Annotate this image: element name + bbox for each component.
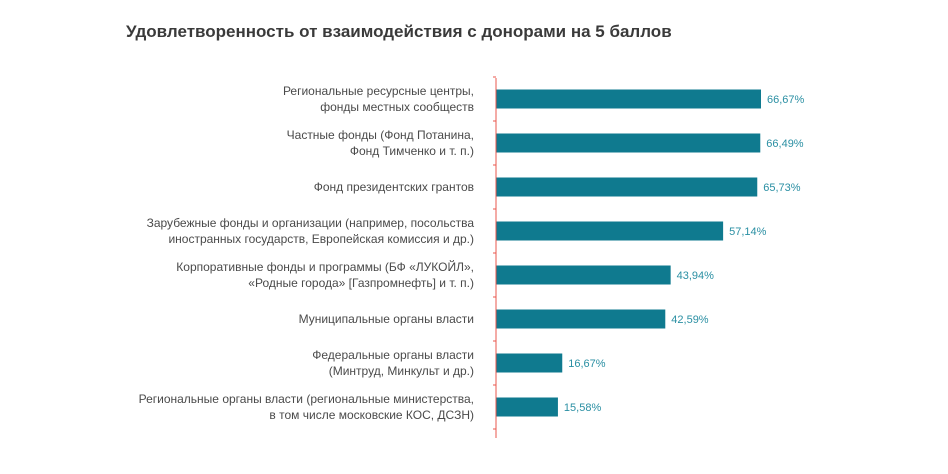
category-label-line: иностранных государств, Европейская коми… [168,232,474,246]
category-label-line: Федеральные органы власти [312,348,474,362]
bar-1 [496,89,761,109]
category-label-8: Региональные органы власти (региональные… [94,391,474,423]
category-label-2: Частные фонды (Фонд Потанина, Фонд Тимчен… [94,127,474,159]
category-label-line: Частные фонды (Фонд Потанина, [286,128,474,142]
value-label-3: 65,73% [763,182,801,194]
category-label-1: Региональные ресурсные центры, фонды мест… [94,83,474,115]
category-label-line: фонды местных сообществ [320,100,474,114]
category-label-line: Фонд Тимченко и т. п.) [349,144,474,158]
category-label-line: в том числе московские КОС, ДСЗН) [269,408,474,422]
bar-2 [496,133,761,153]
category-label-line: Фонд президентских грантов [313,180,474,194]
value-label-7: 16,67% [568,358,606,370]
bar-7 [496,353,563,373]
bar-6 [496,309,666,329]
category-label-7: Федеральные органы власти (Минтруд, Минку… [94,347,474,379]
category-label-line: «Родные города» [Газпромнефть] и т. п.) [248,276,474,290]
category-label-line: Корпоративные фонды и программы (БФ «ЛУК… [176,260,474,274]
chart-title: Удовлетворенность от взаимодействия с до… [126,22,672,41]
value-label-6: 42,59% [671,314,709,326]
category-label-line: Региональные органы власти (региональные… [138,392,474,406]
category-label-line: (Минтруд, Минкульт и др.) [328,364,474,378]
category-label-6: Муниципальные органы власти [94,311,474,327]
category-label-4: Зарубежные фонды и организации (например… [94,215,474,247]
category-label-5: Корпоративные фонды и программы (БФ «ЛУК… [94,259,474,291]
category-label-line: Муниципальные органы власти [298,312,474,326]
value-label-4: 57,14% [729,226,767,238]
bar-5 [496,265,671,285]
value-label-1: 66,67% [767,94,805,106]
category-label-3: Фонд президентских грантов [94,179,474,195]
value-label-2: 66,49% [766,138,804,150]
category-label-line: Региональные ресурсные центры, [282,84,474,98]
value-label-5: 43,94% [677,270,715,282]
value-label-8: 15,58% [564,402,602,414]
bar-3 [496,177,758,197]
bar-8 [496,397,558,417]
bar-4 [496,221,724,241]
category-label-line: Зарубежные фонды и организации (например… [146,216,474,230]
